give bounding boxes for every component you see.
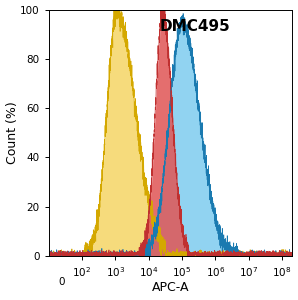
- Y-axis label: Count (%): Count (%): [6, 101, 18, 164]
- X-axis label: APC-A: APC-A: [152, 281, 189, 294]
- Text: 0: 0: [58, 277, 65, 287]
- Text: DMC495: DMC495: [159, 20, 230, 34]
